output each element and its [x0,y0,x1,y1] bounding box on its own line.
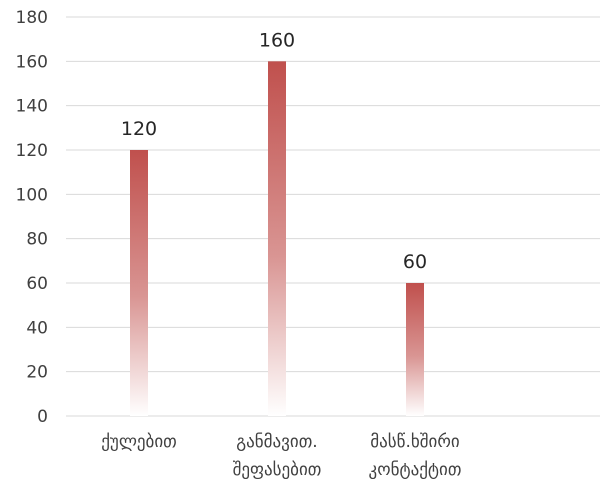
category-label: შეფასებით [233,460,322,480]
category-label: განმავით. [236,432,317,452]
y-tick-label: 100 [16,185,48,205]
y-tick-label: 180 [16,8,48,28]
data-label: 120 [121,118,157,140]
category-label: მასწ.ხშირი [370,432,459,452]
bar [406,283,424,416]
category-label: კონტაქტით [369,460,462,480]
y-tick-label: 80 [26,230,48,250]
y-tick-label: 120 [16,141,48,161]
bars [130,61,424,416]
bar [268,61,286,416]
y-tick-label: 20 [26,363,48,383]
y-tick-label: 160 [16,52,48,72]
gridlines [66,16,600,417]
y-tick-label: 60 [26,274,48,294]
y-tick-label: 140 [16,97,48,117]
y-tick-label: 40 [26,318,48,338]
y-axis-tick-labels: 0 20 40 60 80 100 120 140 160 180 [16,8,48,427]
data-label: 160 [259,29,295,51]
bar [130,150,148,416]
category-label: ქულებით [101,432,177,452]
data-labels: 120 160 60 [121,29,427,273]
data-label: 60 [403,251,427,273]
category-labels: ქულებით განმავით. შეფასებით მასწ.ხშირი კონტა… [101,432,461,480]
y-tick-label: 0 [37,407,48,427]
